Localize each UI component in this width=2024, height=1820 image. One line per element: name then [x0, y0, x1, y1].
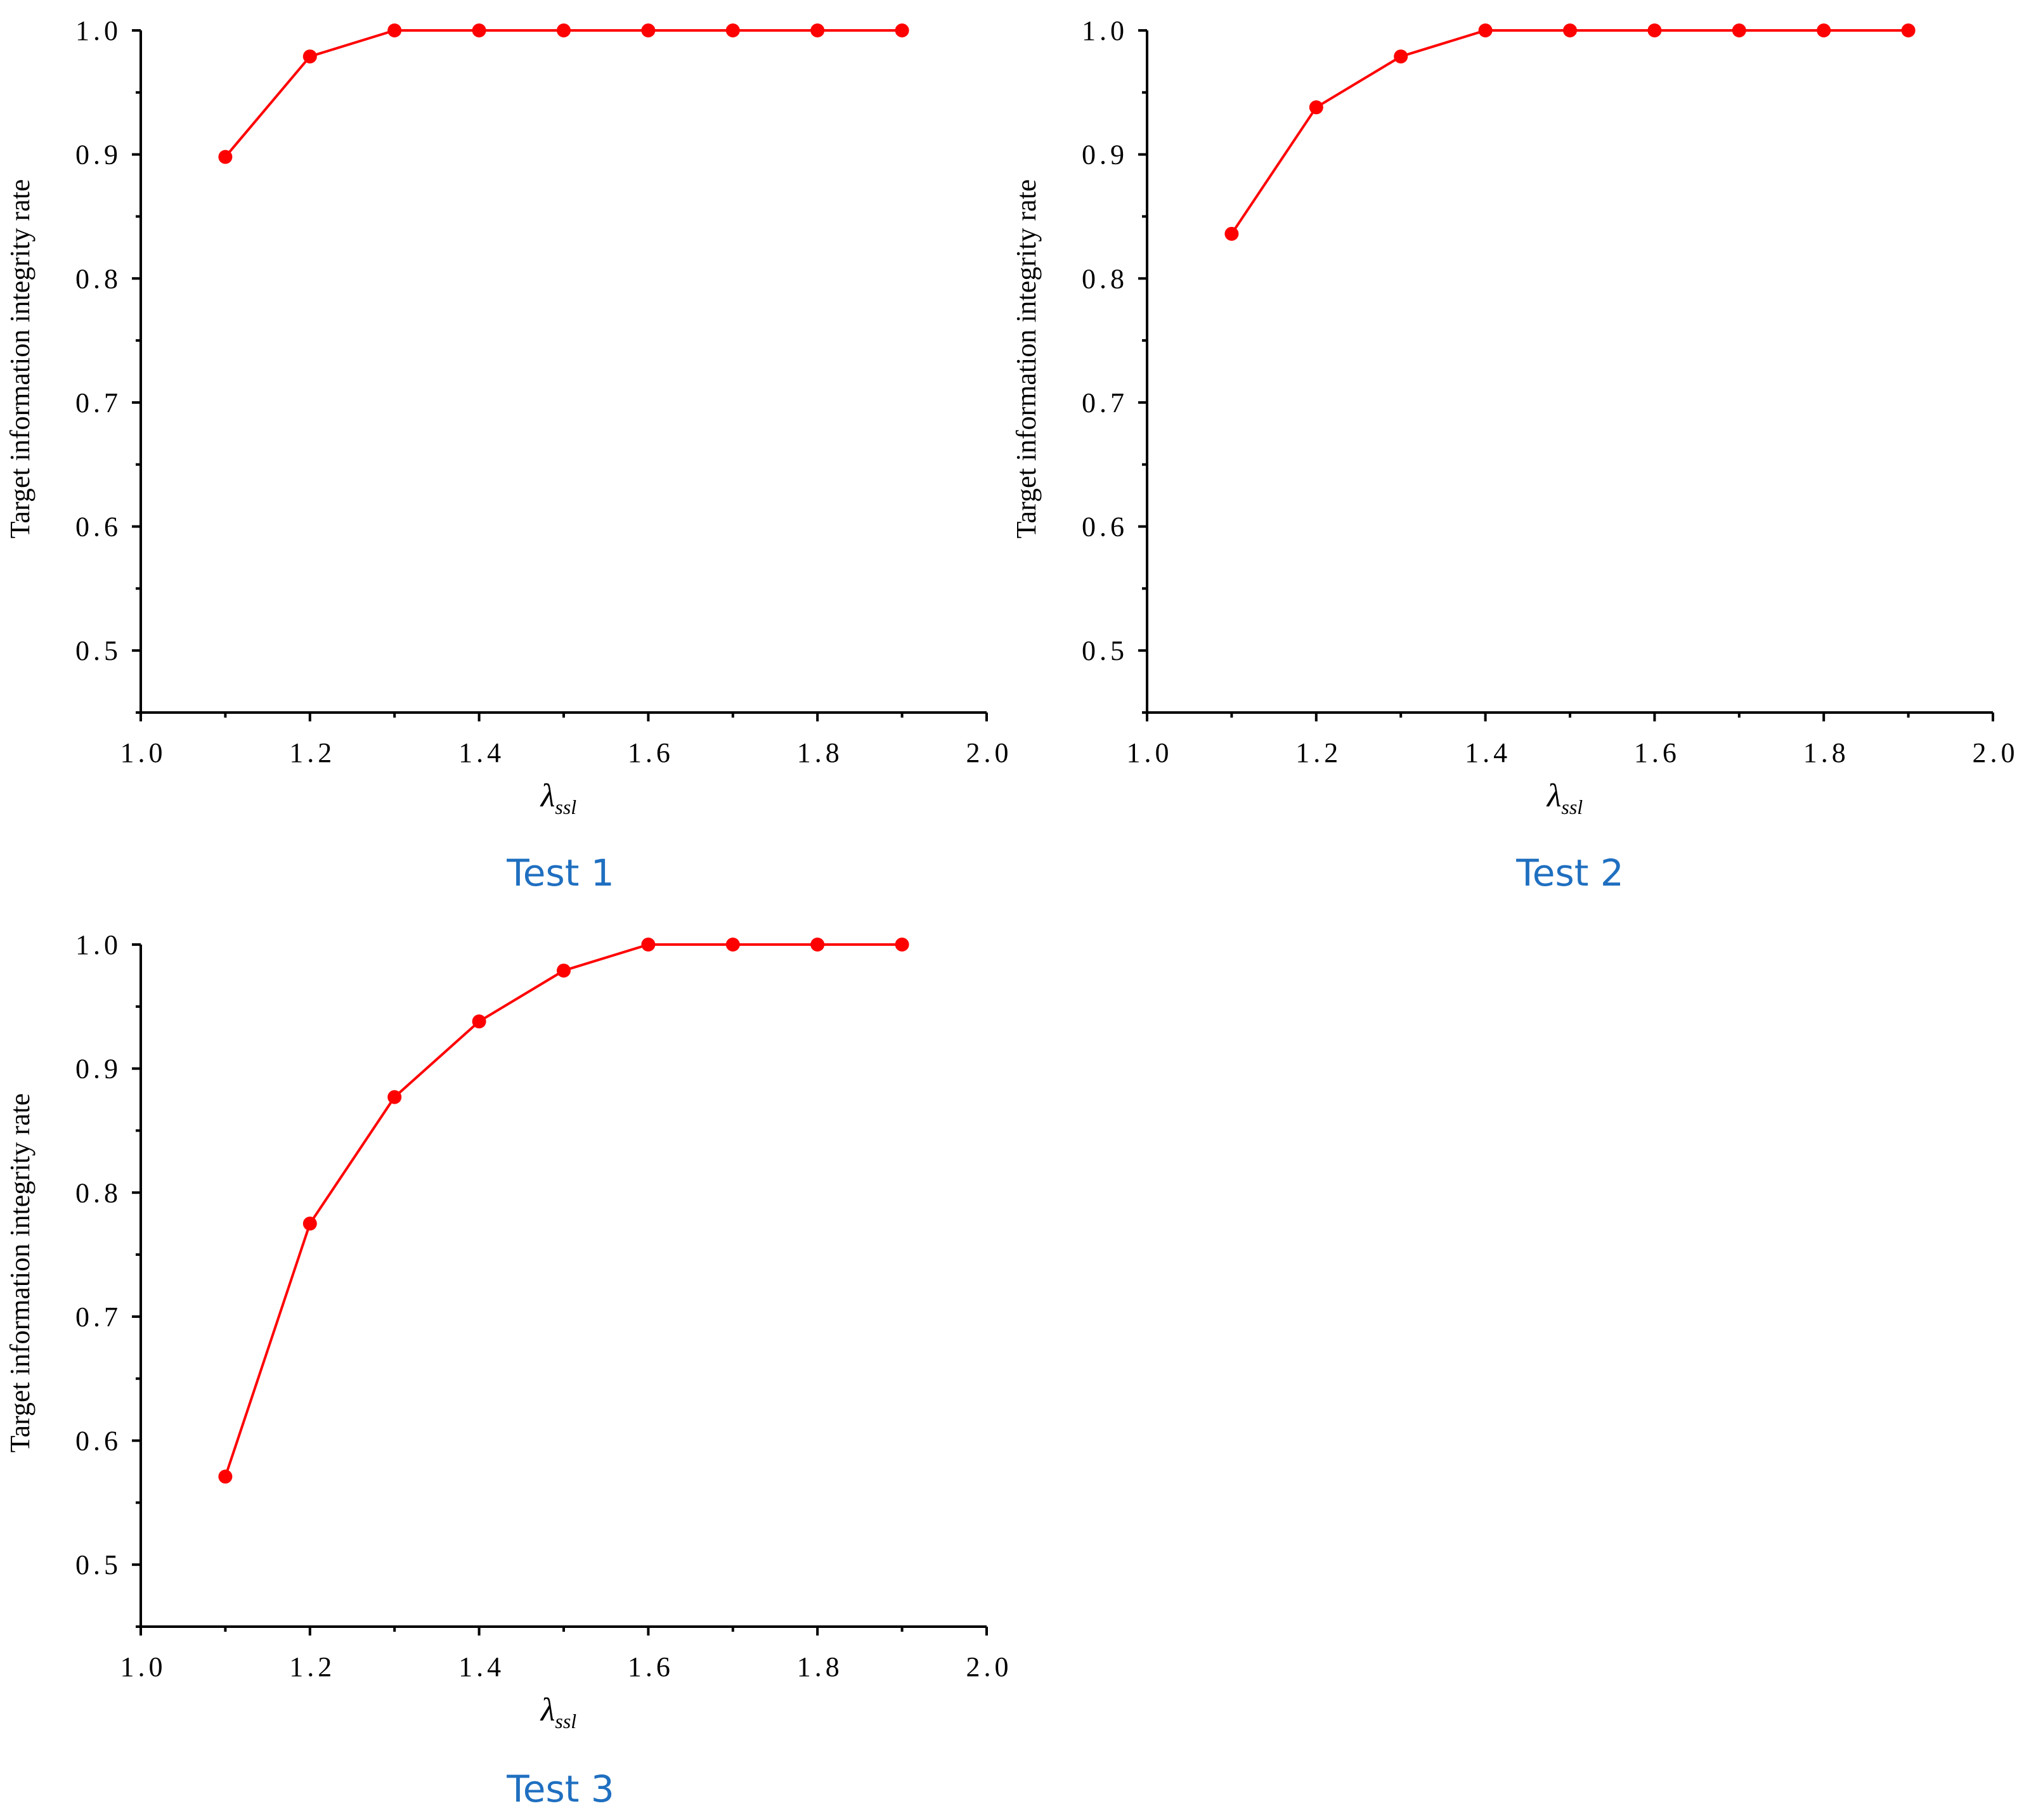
x-axis-title-subscript: ssl	[555, 1710, 576, 1733]
chart-panel-2: 0.5 0.6 0.7 0.8 0.9 1.0 1.0 1.2 1.4 1.6 1.8 2.0 Targ…	[1011, 15, 2019, 894]
data-point	[1394, 49, 1408, 64]
x-tick-label: 1.8	[1803, 737, 1850, 768]
data-point	[1224, 226, 1239, 241]
data-point	[1817, 23, 1831, 37]
x-axis-title-symbol: λ	[540, 1692, 555, 1728]
y-axis-title: Target information integrity rate	[4, 1094, 36, 1453]
y-tick-label: 0.6	[75, 512, 122, 543]
y-axis-title: Target information integrity rate	[4, 179, 36, 539]
data-point	[895, 23, 909, 37]
x-tick-label: 1.2	[289, 1651, 335, 1682]
panel-caption: Test 1	[506, 851, 614, 894]
data-point	[1563, 23, 1577, 37]
y-tick-label: 0.5	[1082, 635, 1128, 666]
data-point	[810, 938, 825, 952]
y-tick-label: 1.0	[1082, 15, 1128, 46]
panel-caption: Test 2	[1515, 851, 1624, 894]
y-axis-title: Target information integrity rate	[1011, 179, 1042, 539]
data-point	[725, 23, 740, 37]
panel-caption: Test 3	[506, 1767, 614, 1810]
y-tick-label: 0.9	[1082, 139, 1128, 171]
data-point	[302, 1217, 317, 1231]
data-point	[302, 49, 317, 64]
x-tick-label: 1.4	[1465, 737, 1511, 768]
x-tick-label: 1.6	[1634, 737, 1680, 768]
x-tick-label: 1.0	[120, 1651, 167, 1682]
data-point	[1732, 23, 1746, 37]
data-point	[725, 938, 740, 952]
data-point	[218, 150, 233, 164]
data-point	[1901, 23, 1916, 37]
x-tick-label: 2.0	[966, 737, 1013, 768]
x-tick-label: 2.0	[966, 1651, 1013, 1682]
data-point	[810, 23, 825, 37]
x-tick-label: 1.8	[797, 1651, 843, 1682]
data-point	[1647, 23, 1662, 37]
series-line	[224, 943, 902, 1477]
y-tick-label: 0.5	[75, 635, 122, 666]
y-tick-label: 0.8	[75, 263, 122, 294]
x-tick-label: 1.4	[458, 1651, 505, 1682]
data-point	[472, 1014, 486, 1029]
x-tick-label: 1.6	[628, 737, 674, 768]
x-tick-label: 2.0	[1973, 737, 2019, 768]
x-axis-title-symbol: λ	[1546, 778, 1562, 814]
x-tick-label: 1.6	[628, 1651, 674, 1682]
data-point	[557, 964, 571, 978]
y-tick-label: 0.9	[75, 139, 122, 171]
x-axis-title: λssl	[540, 1692, 576, 1733]
series-line	[1230, 29, 1909, 235]
y-tick-label: 0.7	[1082, 387, 1128, 418]
data-point	[895, 938, 909, 952]
y-tick-label: 0.7	[75, 387, 122, 418]
y-tick-label: 0.8	[75, 1177, 122, 1208]
y-tick-label: 0.6	[1082, 512, 1128, 543]
x-tick-label: 1.0	[1127, 737, 1173, 768]
chart-panel-3: 0.5 0.6 0.7 0.8 0.9 1.0 1.0 1.2 1.4 1.6 1.8 2.0 Targ…	[4, 929, 1013, 1810]
x-tick-label: 1.0	[120, 737, 167, 768]
data-point	[387, 1090, 402, 1104]
data-point	[1478, 23, 1493, 37]
series-line	[224, 29, 902, 158]
x-axis-title-subscript: ssl	[1561, 796, 1583, 818]
x-tick-label: 1.4	[458, 737, 505, 768]
data-point	[557, 23, 571, 37]
y-tick-label: 1.0	[75, 929, 122, 960]
y-tick-label: 0.8	[1082, 263, 1128, 294]
x-axis-title: λssl	[540, 778, 576, 818]
y-tick-label: 1.0	[75, 15, 122, 46]
y-tick-label: 0.6	[75, 1426, 122, 1457]
y-tick-label: 0.7	[75, 1301, 122, 1333]
x-axis-title-subscript: ssl	[555, 796, 576, 818]
y-tick-label: 0.5	[75, 1549, 122, 1580]
data-point	[472, 23, 486, 37]
data-point	[641, 23, 656, 37]
x-tick-label: 1.8	[797, 737, 843, 768]
x-tick-label: 1.2	[289, 737, 335, 768]
x-tick-label: 1.2	[1295, 737, 1342, 768]
data-point	[387, 23, 402, 37]
chart-panel-1: 0.5 0.6 0.7 0.8 0.9 1.0 1.0 1.2 1.4 1.6 1.8 2.0 Targ…	[4, 15, 1013, 894]
data-point	[1309, 100, 1323, 115]
y-tick-label: 0.9	[75, 1054, 122, 1085]
data-point	[218, 1469, 233, 1484]
data-point	[641, 938, 656, 952]
x-axis-title-symbol: λ	[540, 778, 555, 814]
x-axis-title: λssl	[1546, 778, 1583, 818]
